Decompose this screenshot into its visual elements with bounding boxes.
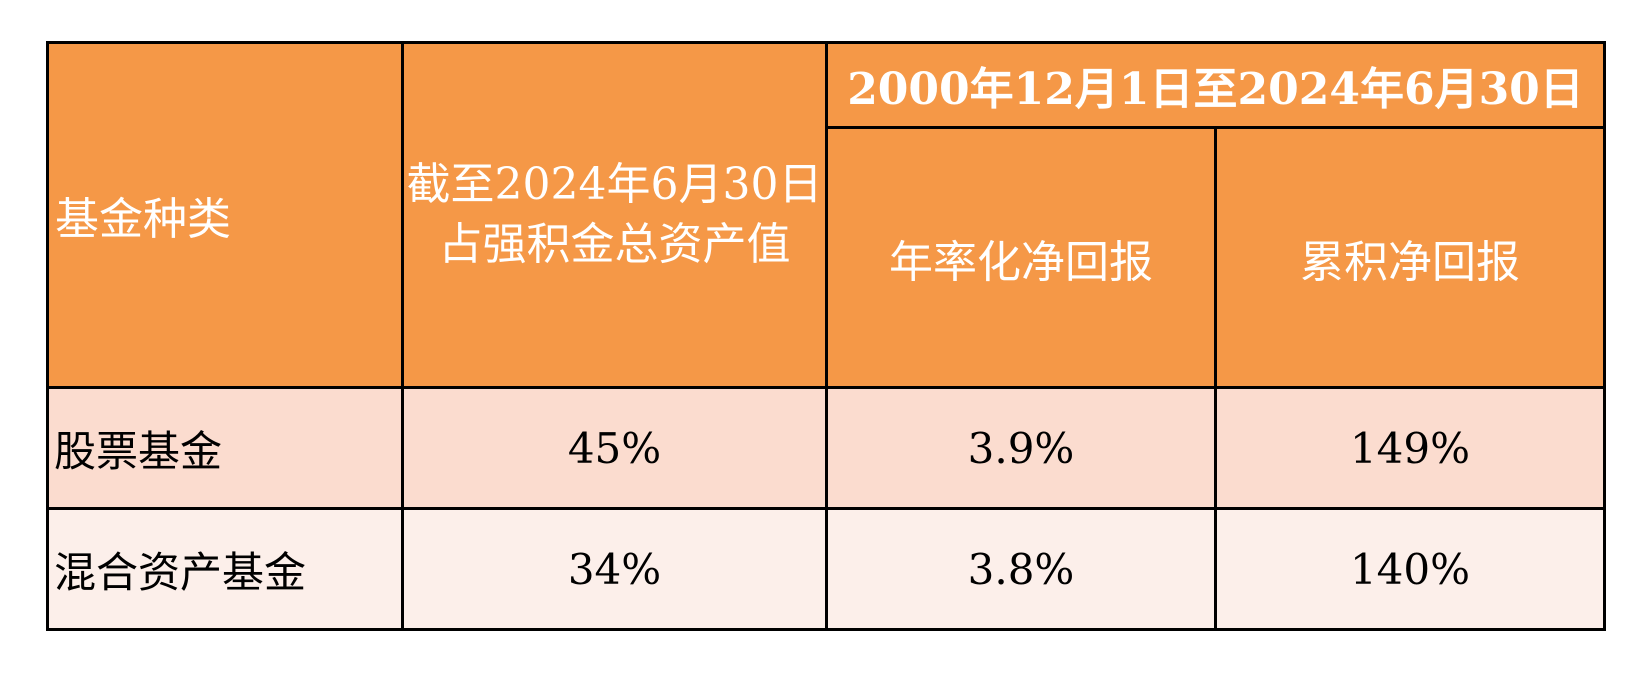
cell-annualized: 3.8% <box>825 507 1217 631</box>
header-asset-share-line2: 占强积金总资产值 <box>438 219 791 270</box>
header-cumulative-label: 累积净回报 <box>1300 236 1520 288</box>
header-period-label: 2000年12月1日至2024年6月30日 <box>847 64 1584 115</box>
header-fund-type: 基金种类 <box>46 41 404 389</box>
header-cumulative: 累积净回报 <box>1214 126 1606 389</box>
cell-share: 34% <box>401 507 828 631</box>
header-period: 2000年12月1日至2024年6月30日 <box>825 41 1606 129</box>
cell-annualized: 3.9% <box>825 386 1217 510</box>
header-fund-type-label: 基金种类 <box>55 194 231 245</box>
cell-fund: 股票基金 <box>46 386 404 510</box>
header-annualized-label: 年率化净回报 <box>889 236 1153 288</box>
cell-share: 45% <box>401 386 828 510</box>
header-asset-share-line1: 截至2024年6月30日 <box>406 159 823 210</box>
cell-fund: 混合资产基金 <box>46 507 404 631</box>
header-asset-share: 截至2024年6月30日 占强积金总资产值 <box>401 41 828 389</box>
fund-returns-table: 基金种类 截至2024年6月30日 占强积金总资产值 2000年12月1日至20… <box>46 41 1606 631</box>
table-row: 混合资产基金 34% 3.8% 140% <box>46 507 1606 631</box>
table-row: 股票基金 45% 3.9% 149% <box>46 386 1606 510</box>
header-annualized: 年率化净回报 <box>825 126 1217 389</box>
cell-cumulative: 149% <box>1214 386 1606 510</box>
cell-cumulative: 140% <box>1214 507 1606 631</box>
